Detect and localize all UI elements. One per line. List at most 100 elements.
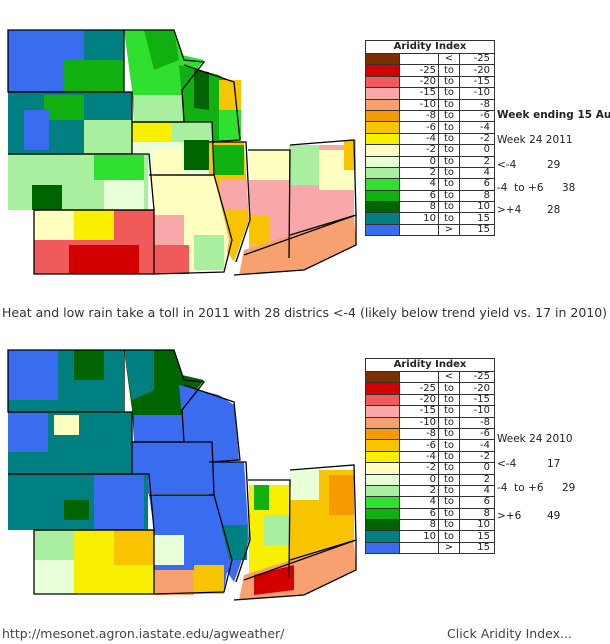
- map-region: [219, 80, 241, 110]
- map-region: [254, 485, 269, 510]
- legend-sep: to: [438, 530, 460, 543]
- map-region: [154, 150, 184, 174]
- legend-sep: to: [438, 75, 460, 89]
- legend-sep: to: [438, 405, 460, 418]
- legend-low: -20: [399, 75, 439, 89]
- legend-swatch: [365, 178, 400, 191]
- legend-swatch: [365, 155, 400, 168]
- aridity-legend-2011: Aridity Index < -25 -25 to -20 -20 to -15 -15 to -…: [365, 40, 495, 237]
- legend-row: 10 to 15: [365, 530, 495, 543]
- map-region: [172, 122, 212, 142]
- legend-swatch: [365, 223, 400, 237]
- map-region: [64, 500, 89, 520]
- map-region: [154, 245, 189, 274]
- legend-sep: to: [438, 178, 460, 191]
- legend-low: -15: [399, 87, 439, 100]
- map-region: [214, 145, 244, 175]
- legend-row: -6 to -4: [365, 121, 495, 134]
- legend-swatch: [365, 132, 400, 146]
- legend-title: Aridity Index: [365, 358, 495, 372]
- legend-sep: to: [438, 166, 460, 180]
- legend-row: -10 to -8: [365, 98, 495, 111]
- legend-swatch: [365, 450, 400, 464]
- legend-sep: >: [438, 541, 460, 555]
- map-region: [84, 120, 132, 154]
- stat-count: 29: [547, 159, 561, 171]
- legend-high: 15: [459, 223, 495, 237]
- map-region: [94, 475, 144, 530]
- legend-high: 0: [459, 144, 495, 157]
- aridity-index-link[interactable]: Click Aridity Index...: [447, 626, 572, 641]
- legend-high: -10: [459, 87, 495, 100]
- legend-swatch: [365, 212, 400, 225]
- legend-high: 2: [459, 473, 495, 486]
- panel-2011: Aridity Index < -25 -25 to -20 -20 to -15 -15 to -…: [0, 0, 610, 300]
- legend-swatch: [365, 64, 400, 77]
- legend-low: -20: [399, 393, 439, 407]
- map-region: [8, 350, 58, 400]
- legend-high: 2: [459, 155, 495, 168]
- legend-low: 8: [399, 519, 439, 532]
- map-region: [34, 210, 74, 240]
- legend-high: -25: [459, 52, 495, 66]
- legend-low: -4: [399, 132, 439, 146]
- legend-sep: <: [438, 370, 460, 384]
- legend-high: 10: [459, 201, 495, 214]
- map-region: [289, 145, 319, 185]
- footer-url[interactable]: http://mesonet.agron.iastate.edu/agweath…: [2, 626, 285, 641]
- legend-high: -6: [459, 109, 495, 123]
- legend-row: -4 to -2: [365, 132, 495, 146]
- legend-low: 2: [399, 484, 439, 498]
- legend-swatch: [365, 541, 400, 555]
- legend-high: -15: [459, 393, 495, 407]
- legend-high: 10: [459, 519, 495, 532]
- map-region: [8, 412, 48, 452]
- legend-low: -6: [399, 121, 439, 134]
- week-label-2011: Week 24 2011: [497, 134, 573, 146]
- legend-sep: to: [438, 64, 460, 77]
- legend-high: 15: [459, 541, 495, 555]
- legend-row: -20 to -15: [365, 75, 495, 89]
- legend-row: 0 to 2: [365, 473, 495, 486]
- map-region: [194, 565, 224, 594]
- legend-row: >15: [365, 223, 495, 237]
- map-region: [144, 30, 179, 70]
- legend-row: -8 to -6: [365, 109, 495, 123]
- legend-high: 8: [459, 507, 495, 521]
- legend-sep: to: [438, 98, 460, 111]
- legend-high: 4: [459, 166, 495, 180]
- map-region: [34, 530, 74, 560]
- legend-high: -8: [459, 98, 495, 111]
- legend-high: -15: [459, 75, 495, 89]
- map-region: [219, 110, 241, 140]
- legend-high: 6: [459, 178, 495, 191]
- legend-swatch: [365, 166, 400, 180]
- legend-swatch: [365, 439, 400, 452]
- legend-low: 0: [399, 473, 439, 486]
- legend-row: 6 to 8: [365, 507, 495, 521]
- legend-swatch: [365, 109, 400, 123]
- legend-swatch: [365, 427, 400, 441]
- legend-row: 2 to 4: [365, 166, 495, 180]
- map-region: [184, 140, 209, 170]
- legend-high: 15: [459, 212, 495, 225]
- legend-high: -2: [459, 132, 495, 146]
- legend-high: 6: [459, 496, 495, 509]
- legend-swatch: [365, 370, 400, 384]
- map-region: [74, 210, 114, 240]
- legend-sep: to: [438, 519, 460, 532]
- legend-title: Aridity Index: [365, 40, 495, 54]
- aridity-map-2011: [7, 29, 357, 276]
- legend-row: < -25: [365, 370, 495, 384]
- legend-sep: to: [438, 382, 460, 395]
- legend-high: -10: [459, 405, 495, 418]
- legend-sep: to: [438, 144, 460, 157]
- legend-row: 4 to 6: [365, 496, 495, 509]
- week-label-2010: Week 24 2010: [497, 433, 573, 445]
- legend-sep: to: [438, 462, 460, 475]
- map-region: [132, 122, 172, 142]
- legend-low: [399, 52, 439, 66]
- map-region: [104, 180, 144, 210]
- legend-low: 4: [399, 496, 439, 509]
- legend-sep: to: [438, 496, 460, 509]
